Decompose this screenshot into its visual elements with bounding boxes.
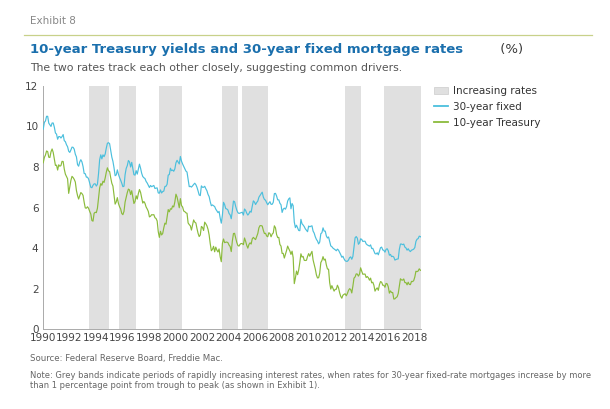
Bar [159, 86, 182, 329]
Bar [345, 86, 361, 329]
Text: 10-year Treasury yields and 30-year fixed mortgage rates: 10-year Treasury yields and 30-year fixe… [30, 43, 464, 56]
Bar [242, 86, 268, 329]
Bar [222, 86, 239, 329]
Bar [384, 86, 421, 329]
Legend: Increasing rates, 30-year fixed, 10-year Treasury: Increasing rates, 30-year fixed, 10-year… [434, 86, 541, 128]
Text: Note: Grey bands indicate periods of rapidly increasing interest rates, when rat: Note: Grey bands indicate periods of rap… [30, 371, 592, 390]
Text: (%): (%) [496, 43, 523, 56]
Text: The two rates track each other closely, suggesting common drivers.: The two rates track each other closely, … [30, 63, 403, 73]
Text: Exhibit 8: Exhibit 8 [30, 16, 76, 26]
Text: Source: Federal Reserve Board, Freddie Mac.: Source: Federal Reserve Board, Freddie M… [30, 354, 223, 363]
Bar [89, 86, 109, 329]
Bar [119, 86, 135, 329]
